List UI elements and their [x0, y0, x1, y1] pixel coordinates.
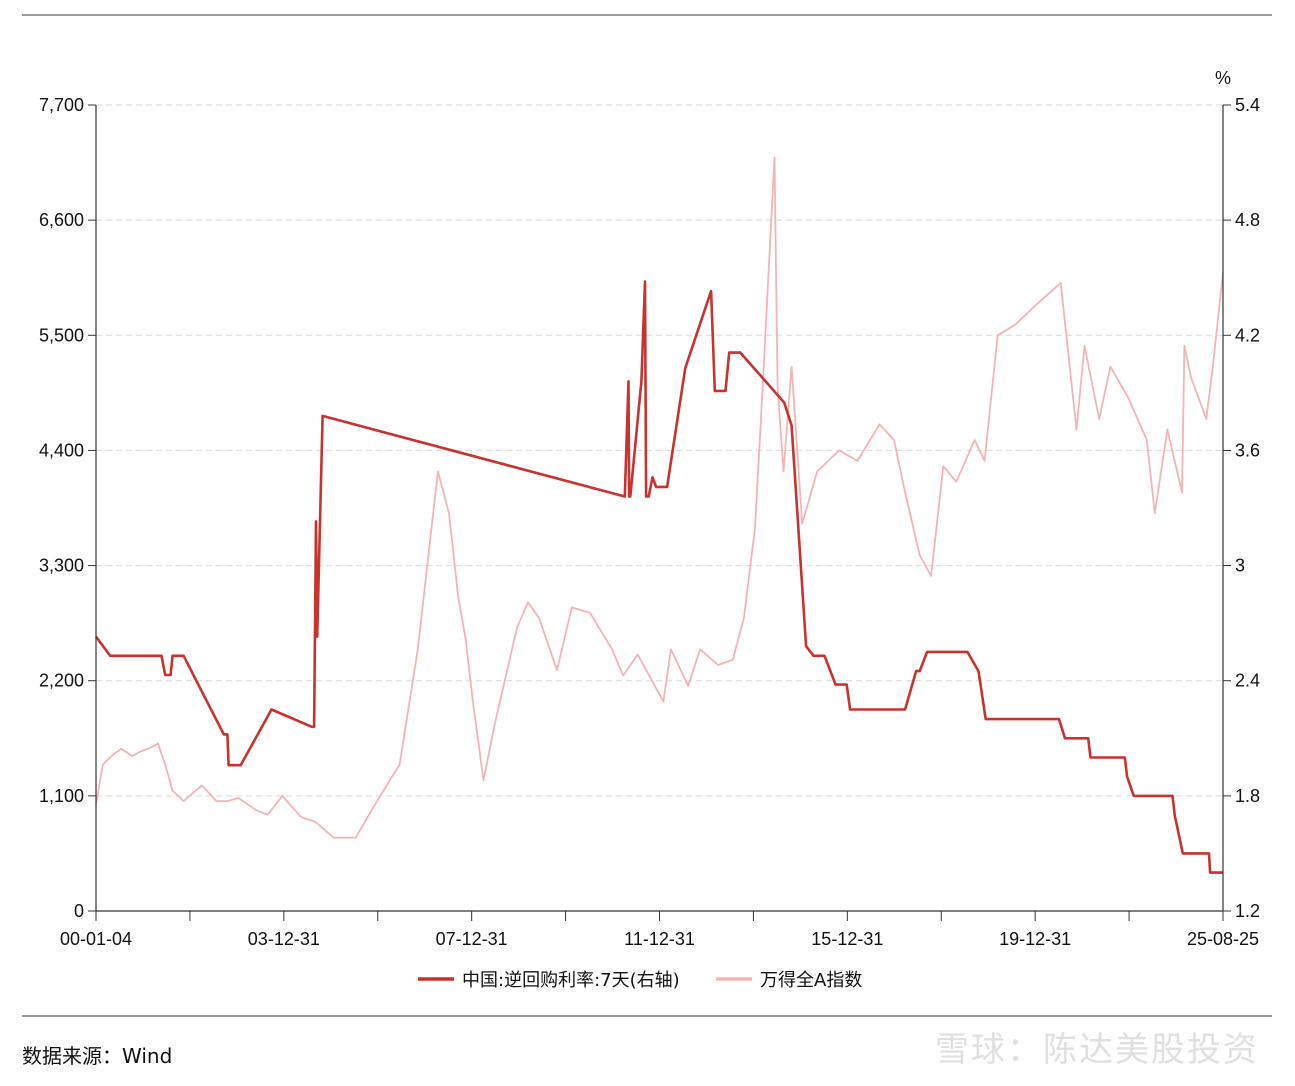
watermark: 雪球：陈达美股投资 [935, 1030, 1259, 1070]
y-left-tick-label: 1,100 [39, 786, 84, 806]
series-layer [94, 156, 1224, 874]
y-right-tick-label: 1.8 [1235, 786, 1260, 806]
legend: 中国:逆回购利率:7天(右轴) 万得全A指数 [418, 970, 862, 991]
y-left-tick-label: 7,700 [39, 95, 84, 115]
y-right-tick-label: 3 [1235, 556, 1245, 576]
repo-rate-line [94, 280, 1223, 874]
x-tick-label: 03-12-31 [248, 929, 320, 949]
legend-item-index-label: 万得全A指数 [760, 970, 862, 991]
y-right-tick-label: 5.4 [1235, 95, 1260, 115]
top-rule [22, 14, 1272, 16]
bottom-rule [22, 1015, 1272, 1017]
y-left-tick-label: 6,600 [39, 210, 84, 230]
y-right-tick-label: 4.2 [1235, 325, 1260, 345]
legend-item-repo-label: 中国:逆回购利率:7天(右轴) [462, 970, 680, 991]
y-right-tick-label: 4.8 [1235, 210, 1260, 230]
grid-lines [96, 104, 1223, 797]
y-left-tick-label: 4,400 [39, 440, 84, 460]
x-tick-label: 11-12-31 [624, 929, 695, 949]
y-left-tick-label: 0 [74, 901, 84, 921]
y-right-unit: % [1215, 68, 1231, 88]
chart-canvas: 0 1.2 1,100 1.8 2,200 2.4 3,300 3 4,400 3.6 5,500 4… [39, 68, 1260, 991]
source-note: 数据来源：Wind [22, 1044, 173, 1068]
x-tick-label: 25-08-25 [1187, 929, 1259, 949]
y-right-tick-label: 1.2 [1235, 901, 1260, 921]
x-tick-label: 19-12-31 [999, 929, 1071, 949]
y-right-tick-label: 3.6 [1235, 440, 1260, 460]
y-right-tick-label: 2.4 [1235, 671, 1260, 691]
x-tick-label: 15-12-31 [811, 929, 883, 949]
axes: 0 1.2 1,100 1.8 2,200 2.4 3,300 3 4,400 3.6 5,500 4… [39, 68, 1260, 949]
y-left-tick-label: 2,200 [39, 671, 84, 691]
y-left-tick-label: 5,500 [39, 325, 84, 345]
wind-all-a-index-line [95, 156, 1224, 839]
x-tick-label: 00-01-04 [60, 929, 132, 949]
y-left-tick-label: 3,300 [39, 556, 84, 576]
x-tick-label: 07-12-31 [436, 929, 508, 949]
